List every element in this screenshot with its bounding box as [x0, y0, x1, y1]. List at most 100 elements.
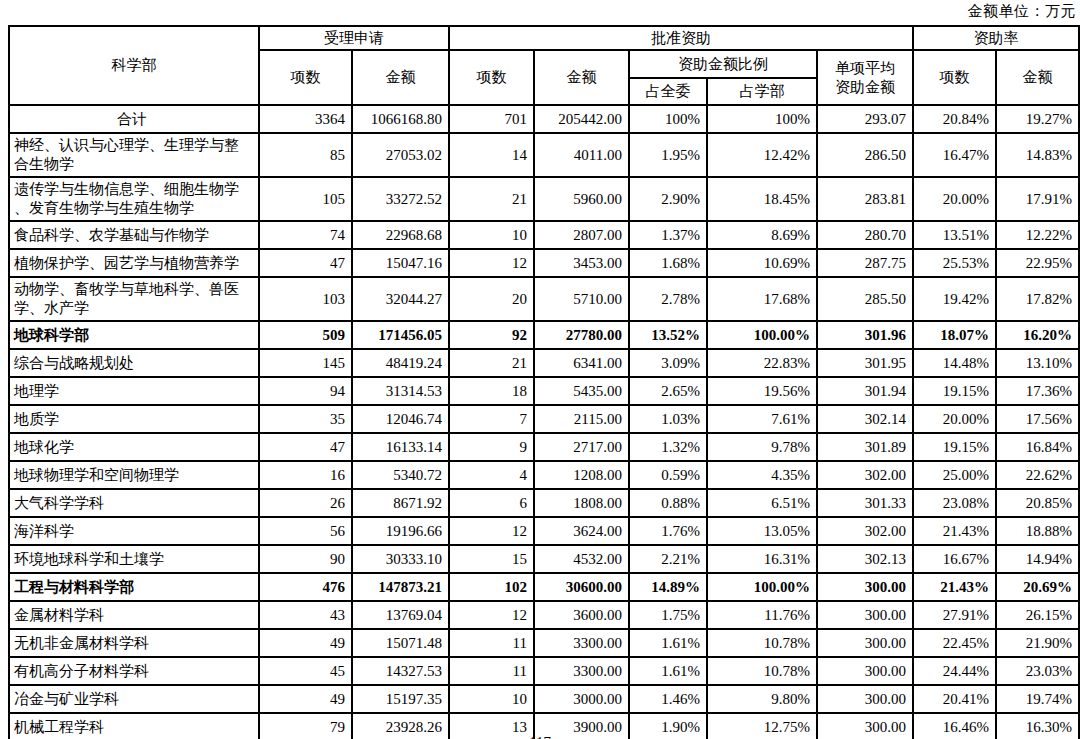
table-row: 综合与战略规划处14548419.24216341.003.09%22.83%3… — [9, 349, 1079, 377]
cell-value: 12046.74 — [352, 405, 449, 433]
cell-value: 13.52% — [629, 321, 707, 349]
row-label: 综合与战略规划处 — [9, 349, 259, 377]
header-science-dept: 科学部 — [9, 26, 259, 105]
cell-value: 10 — [449, 221, 534, 249]
row-label: 遗传学与生物信息学、细胞生物学、发育生物学与生殖生物学 — [9, 177, 259, 221]
table-row: 遗传学与生物信息学、细胞生物学、发育生物学与生殖生物学10533272.5221… — [9, 177, 1079, 221]
header-of-department: 占学部 — [707, 78, 817, 105]
cell-value: 9.80% — [707, 685, 817, 713]
table-row: 地球科学部509171456.059227780.0013.52%100.00%… — [9, 321, 1079, 349]
table-row: 地理学9431314.53185435.002.65%19.56%301.941… — [9, 377, 1079, 405]
cell-value: 301.33 — [817, 489, 913, 517]
cell-value: 100.00% — [707, 321, 817, 349]
cell-value: 12.42% — [707, 133, 817, 177]
cell-value: 16.67% — [913, 545, 996, 573]
cell-value: 19196.66 — [352, 517, 449, 545]
cell-value: 3000.00 — [534, 685, 629, 713]
row-label: 海洋科学 — [9, 517, 259, 545]
row-label: 无机非金属材料学科 — [9, 629, 259, 657]
cell-value: 19.27% — [996, 105, 1079, 133]
table-row: 地球化学4716133.1492717.001.32%9.78%301.8919… — [9, 433, 1079, 461]
header-of-committee: 占全委 — [629, 78, 707, 105]
header-funding-amount-ratio: 资助金额比例 — [629, 50, 817, 78]
cell-value: 302.14 — [817, 405, 913, 433]
cell-value: 21 — [449, 177, 534, 221]
cell-value: 9 — [449, 433, 534, 461]
cell-value: 16 — [259, 461, 352, 489]
row-label: 神经、认识与心理学、生理学与整合生物学 — [9, 133, 259, 177]
row-label: 合计 — [9, 105, 259, 133]
header-average-line2: 资助金额 — [820, 78, 910, 97]
cell-value: 1.32% — [629, 433, 707, 461]
cell-value: 14.48% — [913, 349, 996, 377]
cell-value: 14327.53 — [352, 657, 449, 685]
cell-value: 56 — [259, 517, 352, 545]
cell-value: 12 — [449, 601, 534, 629]
cell-value: 49 — [259, 685, 352, 713]
cell-value: 100.00% — [707, 573, 817, 601]
table-row: 地质学3512046.7472115.001.03%7.61%302.1420.… — [9, 405, 1079, 433]
cell-value: 48419.24 — [352, 349, 449, 377]
cell-value: 4.35% — [707, 461, 817, 489]
cell-value: 32044.27 — [352, 277, 449, 321]
cell-value: 701 — [449, 105, 534, 133]
cell-value: 14 — [449, 133, 534, 177]
cell-value: 18.88% — [996, 517, 1079, 545]
cell-value: 1808.00 — [534, 489, 629, 517]
funding-statistics-table: 科学部 受理申请 批准资助 资助率 项数 金额 项数 金额 资助金额比例 单项平… — [8, 25, 1080, 739]
table-row: 动物学、畜牧学与草地科学、兽医学、水产学10332044.27205710.00… — [9, 277, 1079, 321]
cell-value: 14.89% — [629, 573, 707, 601]
cell-value: 18.07% — [913, 321, 996, 349]
cell-value: 20.41% — [913, 685, 996, 713]
table-row: 大气科学学科268671.9261808.000.88%6.51%301.332… — [9, 489, 1079, 517]
table-row: 合计33641066168.80701205442.00100%100%293.… — [9, 105, 1079, 133]
table-row: 食品科学、农学基础与作物学7422968.68102807.001.37%8.6… — [9, 221, 1079, 249]
cell-value: 2717.00 — [534, 433, 629, 461]
table-row: 海洋科学5619196.66123624.001.76%13.05%302.00… — [9, 517, 1079, 545]
cell-value: 105 — [259, 177, 352, 221]
cell-value: 20.69% — [996, 573, 1079, 601]
cell-value: 19.15% — [913, 377, 996, 405]
cell-value: 10.78% — [707, 657, 817, 685]
cell-value: 2.90% — [629, 177, 707, 221]
cell-value: 22.45% — [913, 629, 996, 657]
row-label: 环境地球科学和土壤学 — [9, 545, 259, 573]
cell-value: 2807.00 — [534, 221, 629, 249]
cell-value: 300.00 — [817, 685, 913, 713]
cell-value: 21.43% — [913, 517, 996, 545]
cell-value: 15071.48 — [352, 629, 449, 657]
cell-value: 301.94 — [817, 377, 913, 405]
table-row: 冶金与矿业学科4915197.35103000.001.46%9.80%300.… — [9, 685, 1079, 713]
table-row: 神经、认识与心理学、生理学与整合生物学8527053.02144011.001.… — [9, 133, 1079, 177]
table-row: 金属材料学科4313769.04123600.001.75%11.76%300.… — [9, 601, 1079, 629]
table-row: 植物保护学、园艺学与植物营养学4715047.16123453.001.68%1… — [9, 249, 1079, 277]
row-label: 有机高分子材料学科 — [9, 657, 259, 685]
cell-value: 1.95% — [629, 133, 707, 177]
cell-value: 27.91% — [913, 601, 996, 629]
cell-value: 22.62% — [996, 461, 1079, 489]
cell-value: 293.07 — [817, 105, 913, 133]
cell-value: 45 — [259, 657, 352, 685]
cell-value: 302.00 — [817, 517, 913, 545]
cell-value: 1.76% — [629, 517, 707, 545]
cell-value: 12 — [449, 249, 534, 277]
cell-value: 17.56% — [996, 405, 1079, 433]
table-header: 科学部 受理申请 批准资助 资助率 项数 金额 项数 金额 资助金额比例 单项平… — [9, 26, 1079, 105]
table-row: 有机高分子材料学科4514327.53113300.001.61%10.78%3… — [9, 657, 1079, 685]
cell-value: 18 — [449, 377, 534, 405]
cell-value: 35 — [259, 405, 352, 433]
cell-value: 2.78% — [629, 277, 707, 321]
cell-value: 11 — [449, 657, 534, 685]
cell-value: 33272.52 — [352, 177, 449, 221]
cell-value: 20 — [449, 277, 534, 321]
cell-value: 16.47% — [913, 133, 996, 177]
row-label: 地质学 — [9, 405, 259, 433]
row-label: 金属材料学科 — [9, 601, 259, 629]
cell-value: 3364 — [259, 105, 352, 133]
cell-value: 1.75% — [629, 601, 707, 629]
cell-value: 17.91% — [996, 177, 1079, 221]
cell-value: 3453.00 — [534, 249, 629, 277]
cell-value: 16133.14 — [352, 433, 449, 461]
cell-value: 15047.16 — [352, 249, 449, 277]
cell-value: 20.00% — [913, 405, 996, 433]
